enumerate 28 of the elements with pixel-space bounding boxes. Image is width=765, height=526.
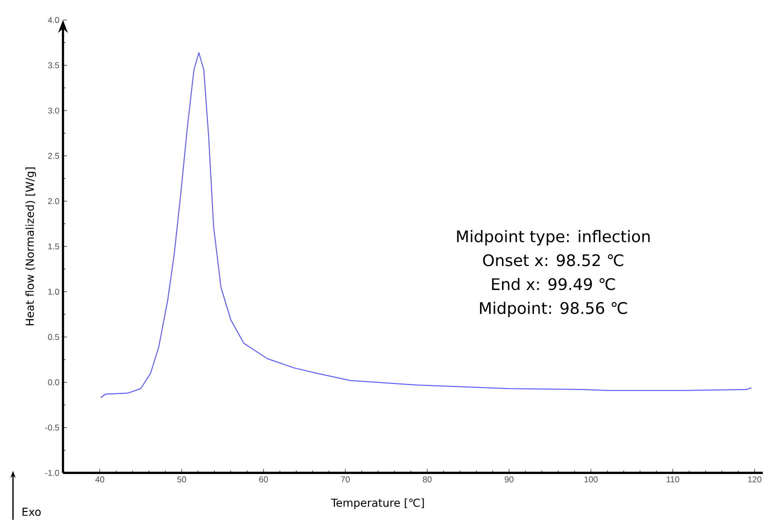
x-tick-label: 110 (666, 476, 680, 482)
annotation: End x: 99.49 ℃ (492, 278, 615, 290)
y-tick-label: 0.0 (48, 379, 60, 386)
x-tick-label: 50 (177, 476, 186, 482)
x-axis-title: Temperature [℃] (331, 498, 424, 510)
y-tick-label: 1.0 (48, 288, 60, 295)
y-axis-title: Heat flow (Normalized) [W/g] (25, 168, 36, 326)
annotation: Onset x: 98.52 ℃ (483, 254, 624, 266)
x-tick-label: 40 (95, 476, 104, 482)
y-tick-label: 3.0 (48, 108, 60, 114)
annotation: Midpoint: 98.56 ℃ (480, 302, 627, 318)
y-tick-label: -0.5 (45, 424, 60, 431)
y-tick-label: 4.0 (48, 17, 60, 24)
line-series (100, 52, 752, 398)
y-tick-label: 3.5 (48, 62, 60, 68)
y-tick-label: 2.0 (48, 198, 60, 204)
y-tick-label: 1.5 (48, 244, 60, 250)
y-tick-label: 0.5 (48, 334, 60, 340)
x-tick-label: 70 (341, 476, 350, 482)
y-tick-label: -1.0 (45, 470, 60, 476)
x-tick-label: 120 (748, 476, 762, 482)
y-tick-label: 2.5 (48, 152, 60, 159)
x-tick-label: 80 (422, 476, 432, 482)
x-tick-label: 60 (259, 476, 268, 482)
x-tick-label: 100 (584, 476, 598, 482)
text: Exo (22, 508, 41, 516)
x-tick-label: 90 (504, 476, 514, 482)
annotation: Midpoint type: inflection (457, 230, 650, 246)
